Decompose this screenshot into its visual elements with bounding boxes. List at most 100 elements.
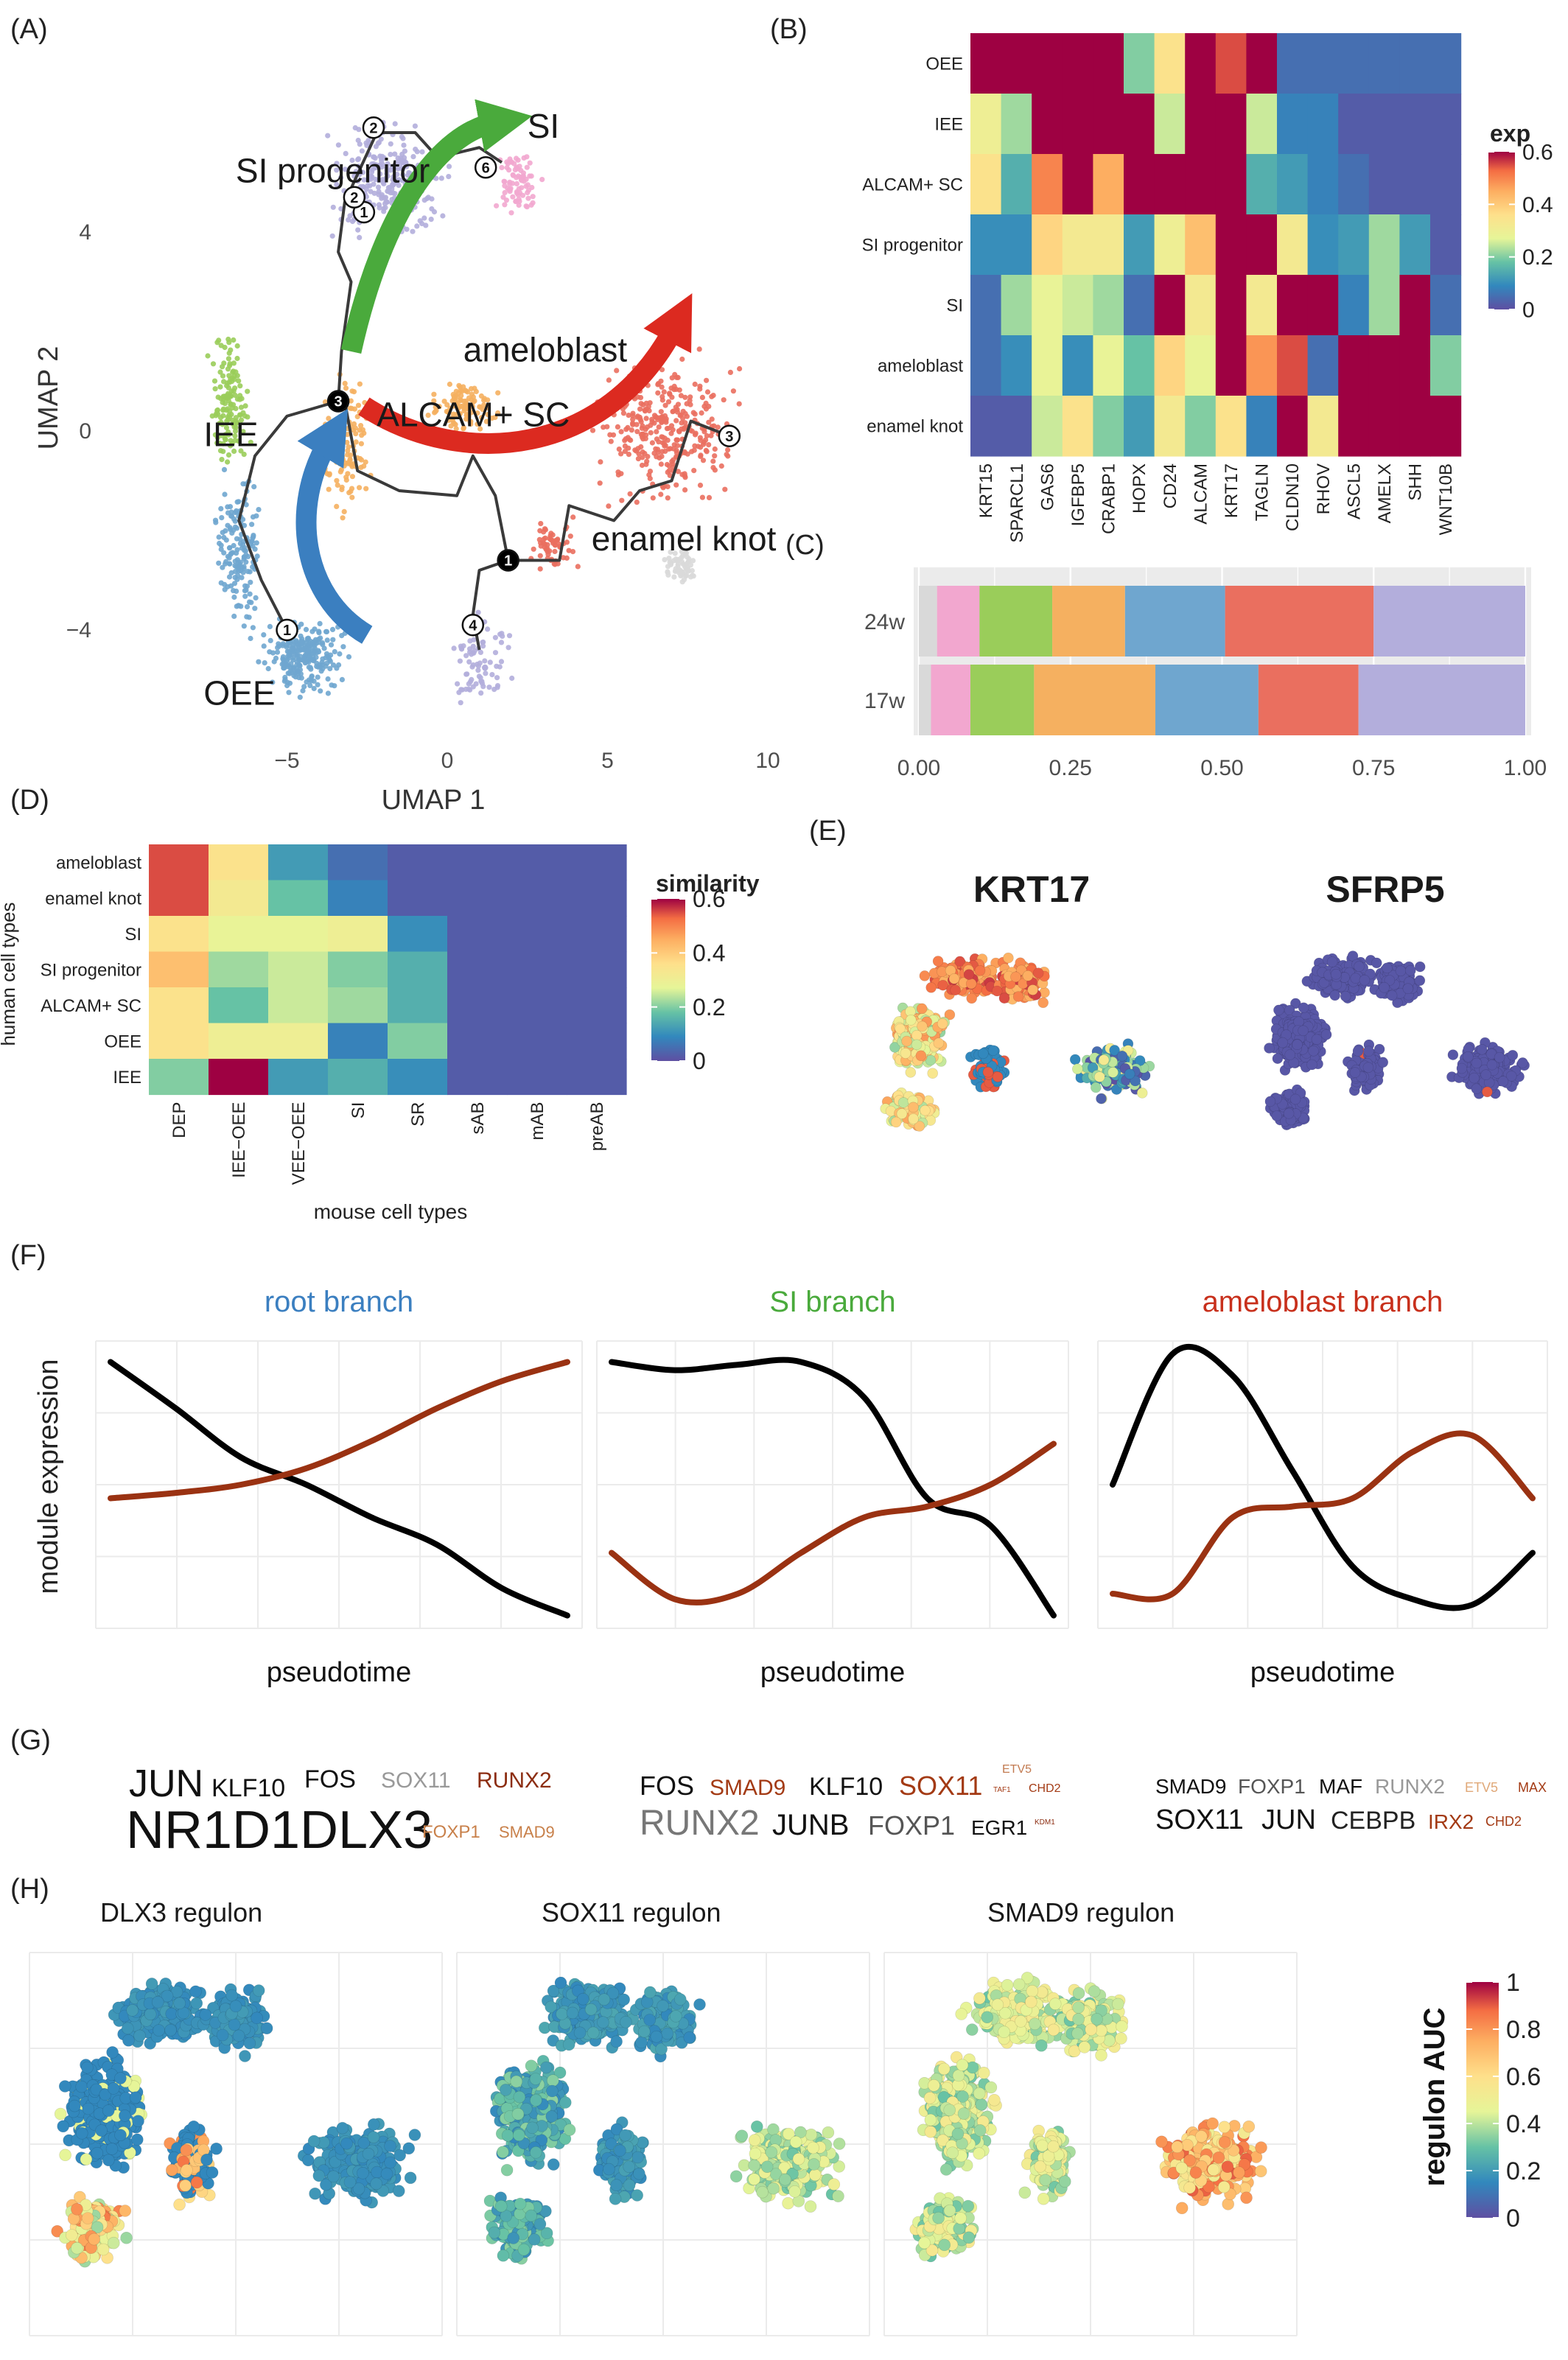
similarity-heatmap-cell xyxy=(567,1059,627,1096)
word-cloud-word: SMAD9 xyxy=(710,1776,785,1800)
colorbar-tick-label: 0.2 xyxy=(693,994,725,1020)
dlx3-regulon-point xyxy=(232,2029,245,2042)
umap-cell-point xyxy=(315,682,321,687)
similarity-heatmap-cell xyxy=(209,844,269,881)
bar-x-tick: 0.00 xyxy=(897,756,940,780)
trajectory-node-label: 2 xyxy=(369,120,377,136)
umap-cell-point xyxy=(659,419,665,425)
krt17-cell-point xyxy=(1094,1071,1105,1082)
umap-cell-point xyxy=(227,361,233,367)
word-cloud-word: SOX11 xyxy=(1155,1804,1244,1835)
umap-cell-point xyxy=(355,402,362,408)
umap-cell-point xyxy=(555,536,561,542)
umap-cell-point xyxy=(325,676,331,682)
umap-cell-point xyxy=(451,645,457,651)
exp-heatmap-cell xyxy=(1032,396,1063,457)
similarity-heatmap-cell xyxy=(149,951,209,988)
umap-cell-point xyxy=(307,682,313,689)
cluster-label: ameloblast xyxy=(463,331,628,369)
exp-heatmap-col-label: KRT15 xyxy=(976,463,996,518)
exp-heatmap-cell xyxy=(1062,214,1093,276)
dlx3-regulon-point xyxy=(225,1989,239,2002)
umap-cell-point xyxy=(323,628,330,635)
umap-y-tick: 4 xyxy=(79,220,91,245)
umap-cell-point xyxy=(320,642,326,648)
dlx3-regulon-point xyxy=(105,2143,119,2155)
umap-cell-point xyxy=(692,381,698,388)
similarity-heatmap-cell xyxy=(507,1059,567,1096)
dlx3-regulon-point xyxy=(102,2104,115,2117)
umap-cell-point xyxy=(622,443,629,449)
umap-cell-point xyxy=(468,419,474,424)
umap-cell-point xyxy=(469,410,475,416)
dlx3-regulon-point xyxy=(190,2176,203,2189)
krt17-cell-point xyxy=(978,1048,989,1060)
trajectory-node-label: 3 xyxy=(335,394,343,410)
umap-cell-point xyxy=(485,412,491,418)
stacked-bar-segment xyxy=(1225,586,1374,656)
sfrp5-cell-point xyxy=(1471,1057,1483,1069)
umap-cell-point xyxy=(495,410,501,416)
trajectory-node-label: 1 xyxy=(504,553,512,570)
umap-cell-point xyxy=(283,642,290,648)
sfrp5-cell-point xyxy=(1292,1039,1303,1050)
dlx3-regulon-point xyxy=(119,2205,132,2217)
umap-cell-point xyxy=(661,389,667,395)
dlx3-regulon-point xyxy=(82,2102,95,2115)
sfrp5-cell-point xyxy=(1326,956,1338,967)
exp-heatmap-cell xyxy=(970,214,1002,276)
umap-cell-point xyxy=(267,637,273,644)
dlx3-regulon-point xyxy=(187,2120,200,2133)
umap-cell-point xyxy=(537,528,543,533)
umap-cell-point xyxy=(704,377,710,383)
umap-cell-point xyxy=(357,485,363,491)
umap-cell-point xyxy=(634,414,640,420)
umap-cell-point xyxy=(519,185,525,191)
umap-cell-point xyxy=(310,650,316,656)
umap-cell-point xyxy=(438,175,444,181)
umap-cell-point xyxy=(478,690,484,696)
umap-cell-point xyxy=(653,414,659,420)
umap-cell-point xyxy=(668,446,673,452)
similarity-heatmap-cell xyxy=(328,916,388,953)
umap-cell-point xyxy=(452,421,458,427)
umap-cell-point xyxy=(515,157,521,163)
umap-cell-point xyxy=(270,650,276,656)
umap-cell-point xyxy=(335,482,340,489)
umap-cell-point xyxy=(240,570,246,575)
dlx3-regulon-point xyxy=(173,2198,186,2211)
colorbar-tick-label: 0.4 xyxy=(1522,193,1553,217)
umap-cell-point xyxy=(499,631,505,637)
exp-heatmap-cell xyxy=(1430,33,1462,94)
umap-cell-point xyxy=(307,645,312,651)
sfrp5-cell-point xyxy=(1289,1093,1301,1105)
similarity-heatmap-cell xyxy=(328,880,388,917)
exp-heatmap-cell xyxy=(970,33,1002,94)
umap-cell-point xyxy=(363,486,369,491)
umap-cell-point xyxy=(238,448,244,454)
sfrp5-cell-point xyxy=(1354,961,1365,972)
umap-cell-point xyxy=(736,401,742,407)
umap-cell-point xyxy=(463,686,469,693)
umap-cell-point xyxy=(357,234,363,240)
umap-cell-point xyxy=(236,603,242,609)
word-cloud-word: KLF10 xyxy=(211,1774,285,1802)
exp-heatmap-row-label: OEE xyxy=(925,55,963,74)
umap-cell-point xyxy=(250,543,256,549)
umap-cell-point xyxy=(495,390,501,396)
umap-cell-point xyxy=(319,659,325,665)
dlx3-regulon-point xyxy=(107,2082,120,2095)
sfrp5-cell-point xyxy=(1352,1046,1364,1057)
similarity-heatmap-cell xyxy=(507,916,567,953)
sfrp5-cell-point xyxy=(1329,990,1340,1001)
dlx3-regulon-point xyxy=(252,1984,265,1997)
similarity-heatmap-cell xyxy=(328,987,388,1024)
sfrp5-cell-point xyxy=(1359,974,1371,986)
umap-cell-point xyxy=(290,657,296,663)
umap-cell-point xyxy=(308,666,314,672)
umap-cell-point xyxy=(440,213,446,219)
krt17-cell-point xyxy=(1012,991,1024,1002)
umap-cell-point xyxy=(295,670,301,676)
